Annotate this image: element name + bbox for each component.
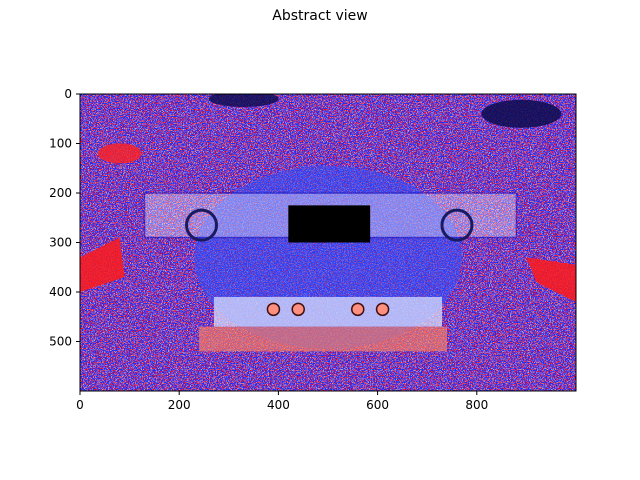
x-tick-label: 600 (366, 398, 389, 412)
y-tick-label: 400 (49, 285, 72, 299)
y-tick-label: 200 (49, 186, 72, 200)
x-tick-label: 200 (168, 398, 191, 412)
masked-region (288, 205, 371, 243)
chart-title: Abstract view (272, 8, 368, 24)
y-axis: 0 100 200 300 400 500 (49, 87, 80, 349)
left-headlight-shape (185, 208, 219, 242)
fog-light-shape-1 (266, 302, 281, 317)
y-tick-label: 100 (49, 137, 72, 151)
y-tick-label: 300 (49, 236, 72, 250)
top-dark-blob (208, 94, 279, 107)
fog-light-shape-2 (291, 302, 305, 317)
fog-light-shape-4 (375, 302, 390, 317)
top-right-dark-blob (481, 99, 562, 128)
x-tick-label: 800 (465, 398, 488, 412)
right-red-streak (526, 257, 576, 302)
x-tick-label: 400 (267, 398, 290, 412)
lower-grille-band (199, 326, 448, 352)
left-red-streak (80, 237, 125, 292)
left-red-patch (97, 143, 142, 164)
y-tick-label: 0 (64, 87, 72, 101)
heatmap-image (80, 94, 576, 391)
fog-light-shape-3 (351, 302, 365, 317)
right-headlight-shape (440, 208, 474, 242)
bumper-band (213, 296, 443, 327)
y-tick-label: 500 (49, 335, 72, 349)
x-tick-label: 0 (76, 398, 84, 412)
x-axis: 0 200 400 600 800 (76, 391, 488, 412)
